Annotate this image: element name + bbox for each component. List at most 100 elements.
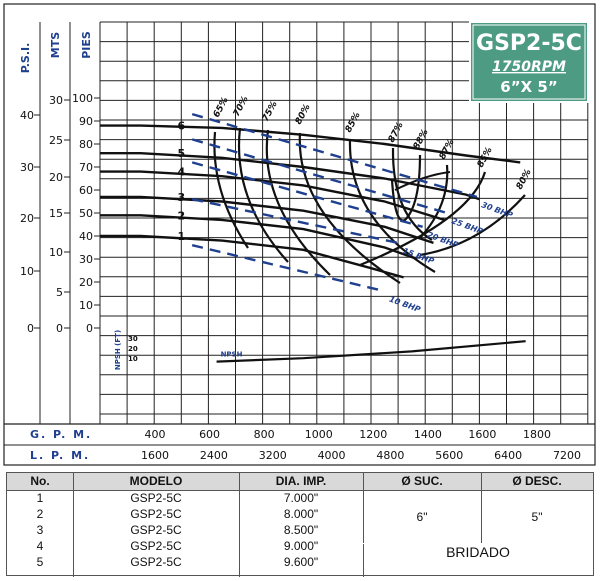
mts-tick-label: 30 <box>49 94 63 107</box>
efficiency-arc <box>419 194 526 257</box>
row-2-modelo: GSP2-5C <box>130 507 182 521</box>
pump-performance-chart: P.S.I. MTS PIES 403020100302520151050100… <box>3 3 596 466</box>
suction-size: 6" <box>416 510 428 524</box>
mts-tick-label: 25 <box>49 134 63 147</box>
pies-tick-label: 80 <box>79 138 93 151</box>
badge-size: 6”X 5” <box>500 78 557 96</box>
head-curve-1 <box>100 234 404 279</box>
efficiency-arc <box>237 127 289 263</box>
psi-axis-label: P.S.I. <box>19 43 32 74</box>
trim-label-5: 5 <box>178 147 186 160</box>
row-1-modelo: GSP2-5C <box>130 491 182 505</box>
bhp-line <box>191 112 478 199</box>
gpm-tick-label: 600 <box>199 428 220 441</box>
bhp-line <box>191 244 385 293</box>
psi-tick-label: 0 <box>27 322 34 335</box>
mts-tick-label: 20 <box>49 171 63 184</box>
flange-note: BRIDADO <box>446 544 510 560</box>
psi-tick-label: 10 <box>20 265 34 278</box>
lpm-tick-label: 4800 <box>376 449 404 462</box>
lpm-tick-label: 5600 <box>435 449 463 462</box>
head-curve-3 <box>100 195 434 245</box>
pies-tick-label: 50 <box>79 207 93 220</box>
pies-tick-label: 30 <box>79 253 93 266</box>
lpm-tick-label: 6400 <box>494 449 522 462</box>
row-4-dia: 9.000" <box>283 539 319 553</box>
row-3-modelo: GSP2-5C <box>130 523 182 537</box>
trim-label-6: 6 <box>178 120 186 133</box>
pies-tick-label: 20 <box>79 276 93 289</box>
gpm-axis-label: G. P. M. <box>30 428 92 441</box>
mts-tick-label: 15 <box>49 207 63 220</box>
table-header-suc: Ø SUC. <box>363 473 481 491</box>
pies-axis-label: PIES <box>80 31 93 59</box>
row-2-dia: 8.000" <box>283 507 319 521</box>
row-4-no: 4 <box>36 539 44 553</box>
head-curve-6 <box>99 124 521 164</box>
row-4-modelo: GSP2-5C <box>130 539 182 553</box>
npsh-tick-label: 10 <box>128 355 138 363</box>
pies-tick-label: 10 <box>79 299 93 312</box>
badge-background <box>469 21 589 103</box>
trim-label-4: 4 <box>178 166 186 179</box>
discharge-size: 5" <box>531 510 543 524</box>
badge-rpm: 1750RPM <box>492 59 566 75</box>
row-1-no: 1 <box>36 491 44 505</box>
row-1-dia: 7.000" <box>283 491 319 505</box>
mts-axis-label: MTS <box>49 32 62 58</box>
trim-label-3: 3 <box>178 191 186 204</box>
row-5-no: 5 <box>36 555 44 569</box>
row-2-no: 2 <box>36 507 44 521</box>
pies-tick-label: 100 <box>72 92 93 105</box>
gpm-tick-label: 400 <box>145 428 166 441</box>
lpm-tick-label: 2400 <box>200 449 228 462</box>
table-header-no: No. <box>7 473 73 491</box>
pies-tick-label: 0 <box>86 322 93 335</box>
row-5-dia: 9.600" <box>283 555 319 569</box>
psi-tick-label: 40 <box>20 109 34 122</box>
gpm-tick-label: 800 <box>254 428 275 441</box>
mts-tick-label: 5 <box>56 286 63 299</box>
gpm-tick-label: 1400 <box>414 428 442 441</box>
efficiency-arc <box>298 132 401 284</box>
bhp-line <box>191 161 423 228</box>
pies-tick-label: 90 <box>79 115 93 128</box>
npsh-tick-label: 30 <box>128 335 138 343</box>
table-header-modelo: MODELO <box>73 473 239 491</box>
pies-tick-label: 40 <box>79 230 93 243</box>
pies-tick-label: 60 <box>79 184 93 197</box>
pies-tick-label: 70 <box>79 161 93 174</box>
model-table: No. MODELO DIA. IMP. Ø SUC. Ø DESC. 1 GS… <box>6 472 594 577</box>
bhp-line <box>191 138 448 215</box>
head-curve-4 <box>100 170 445 222</box>
lpm-tick-label: 7200 <box>553 449 581 462</box>
gpm-tick-label: 1600 <box>468 428 496 441</box>
left-axes: P.S.I. MTS PIES 403020100302520151050100… <box>19 22 138 424</box>
psi-tick-label: 30 <box>20 161 34 174</box>
npsh-tick-label: 20 <box>128 345 138 353</box>
efficiency-arc <box>265 129 331 276</box>
lpm-tick-label: 3200 <box>259 449 287 462</box>
table-header-dia: DIA. IMP. <box>239 473 363 491</box>
badge-model: GSP2-5C <box>476 31 582 56</box>
trim-label-2: 2 <box>178 209 186 222</box>
mts-tick-label: 10 <box>49 246 63 259</box>
gpm-tick-label: 1800 <box>523 428 551 441</box>
gpm-tick-label: 1200 <box>359 428 387 441</box>
row-3-no: 3 <box>36 523 44 537</box>
gpm-tick-label: 1000 <box>305 428 333 441</box>
lpm-tick-label: 1600 <box>141 449 169 462</box>
psi-tick-label: 20 <box>20 212 34 225</box>
head-curve-2 <box>99 214 418 261</box>
efficiency-arc <box>359 171 487 267</box>
row-3-dia: 8.500" <box>283 523 319 537</box>
trim-label-1: 1 <box>178 230 186 243</box>
efficiency-arc <box>394 171 451 191</box>
lpm-axis-label: L. P. M. <box>30 449 90 462</box>
mts-tick-label: 0 <box>56 322 63 335</box>
model-badge: GSP2-5C 1750RPM 6”X 5” <box>469 21 589 103</box>
npsh-curve <box>216 340 526 363</box>
flow-axes: G. P. M. L. P. M. 400 600 800 1000 1200 1400 1… <box>30 428 581 462</box>
npsh-curve-label: NPSH <box>221 351 243 359</box>
